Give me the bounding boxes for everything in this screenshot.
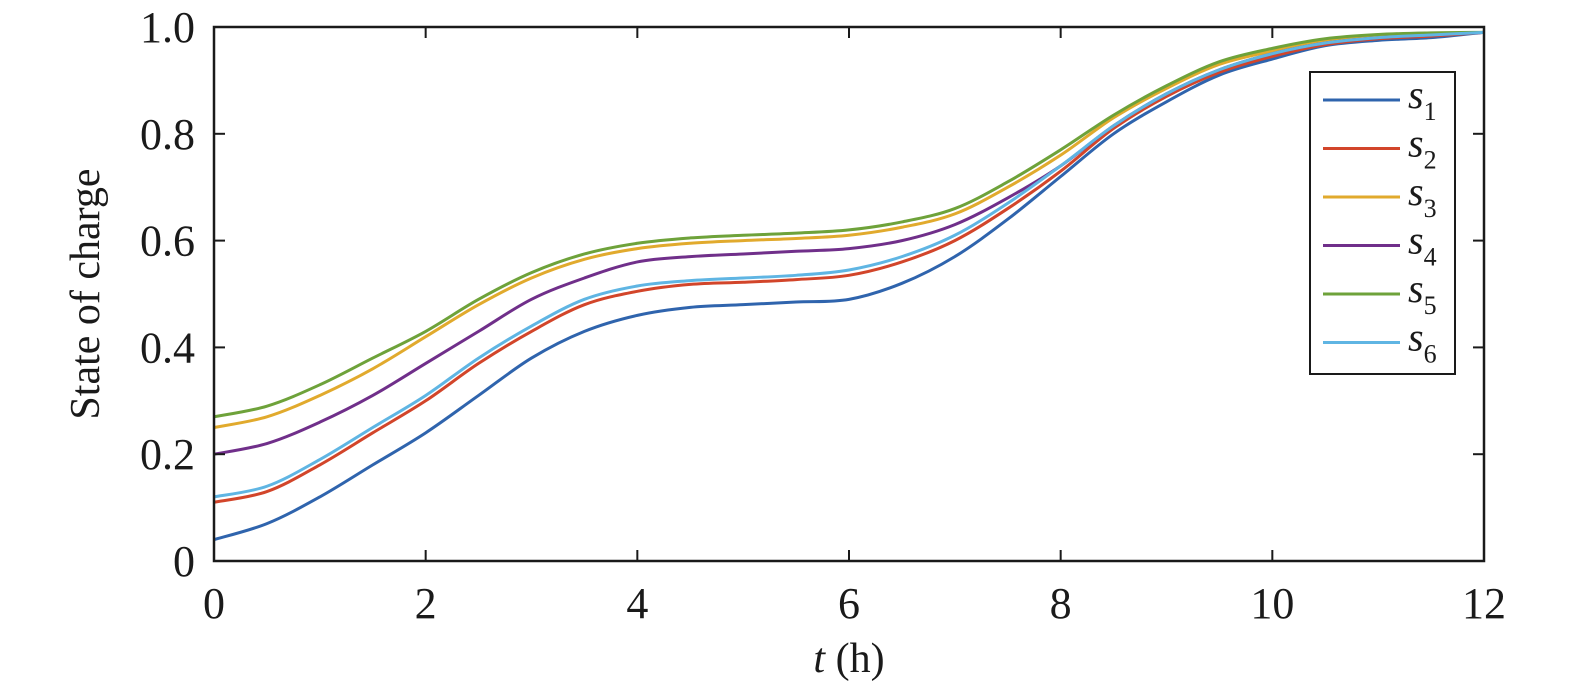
y-tick-label: 0.4 [140, 323, 195, 372]
series-line-s5 [213, 30, 1485, 419]
legend-label-s5: s5 [1408, 266, 1437, 320]
legend-label-subscript: 1 [1424, 97, 1437, 126]
series-line-s6 [213, 30, 1485, 499]
legend-label-base: s [1408, 315, 1424, 360]
x-tick-label: 0 [203, 579, 225, 628]
legend-label-s2: s2 [1408, 121, 1437, 175]
x-tick-label: 6 [838, 579, 860, 628]
legend-label-subscript: 4 [1424, 243, 1437, 272]
series-layer [213, 30, 1485, 542]
x-axis-title: t (h) [813, 636, 884, 682]
legend-label-s4: s4 [1408, 218, 1437, 272]
plot-frame [212, 25, 1486, 563]
x-tick-label: 8 [1050, 579, 1072, 628]
legend-label-subscript: 2 [1424, 146, 1437, 175]
y-tick-label: 0 [173, 537, 195, 586]
y-tick-label: 0.8 [140, 110, 195, 159]
legend-label-s3: s3 [1408, 169, 1437, 223]
legend-label-subscript: 6 [1424, 340, 1437, 369]
x-tick-label: 10 [1250, 579, 1294, 628]
y-axis-title: State of charge [63, 168, 109, 419]
series-line-s3 [213, 30, 1485, 429]
series-line-s4 [213, 30, 1485, 456]
y-tick-label: 0.6 [140, 217, 195, 266]
legend-label-s6: s6 [1408, 315, 1437, 369]
legend-label-s1: s1 [1408, 72, 1437, 126]
legend-label-base: s [1408, 218, 1424, 263]
y-tick-label: 1.0 [140, 3, 195, 52]
x-tick-label: 2 [415, 579, 437, 628]
x-axis-variable: t [813, 636, 826, 682]
y-tick-label: 0.2 [140, 430, 195, 479]
x-axis-unit: (h) [825, 636, 884, 682]
legend-label-base: s [1408, 266, 1424, 311]
x-tick-label: 4 [626, 579, 648, 628]
legend-label-base: s [1408, 72, 1424, 117]
series-line-s2 [213, 30, 1485, 504]
legend-label-base: s [1408, 169, 1424, 214]
legend-label-base: s [1408, 121, 1424, 166]
series-line-s1 [213, 30, 1485, 542]
legend-label-subscript: 3 [1424, 194, 1437, 223]
legend-box [1309, 71, 1456, 375]
x-tick-label: 12 [1462, 579, 1506, 628]
ticks-layer [213, 26, 1485, 562]
legend-label-subscript: 5 [1424, 291, 1437, 320]
